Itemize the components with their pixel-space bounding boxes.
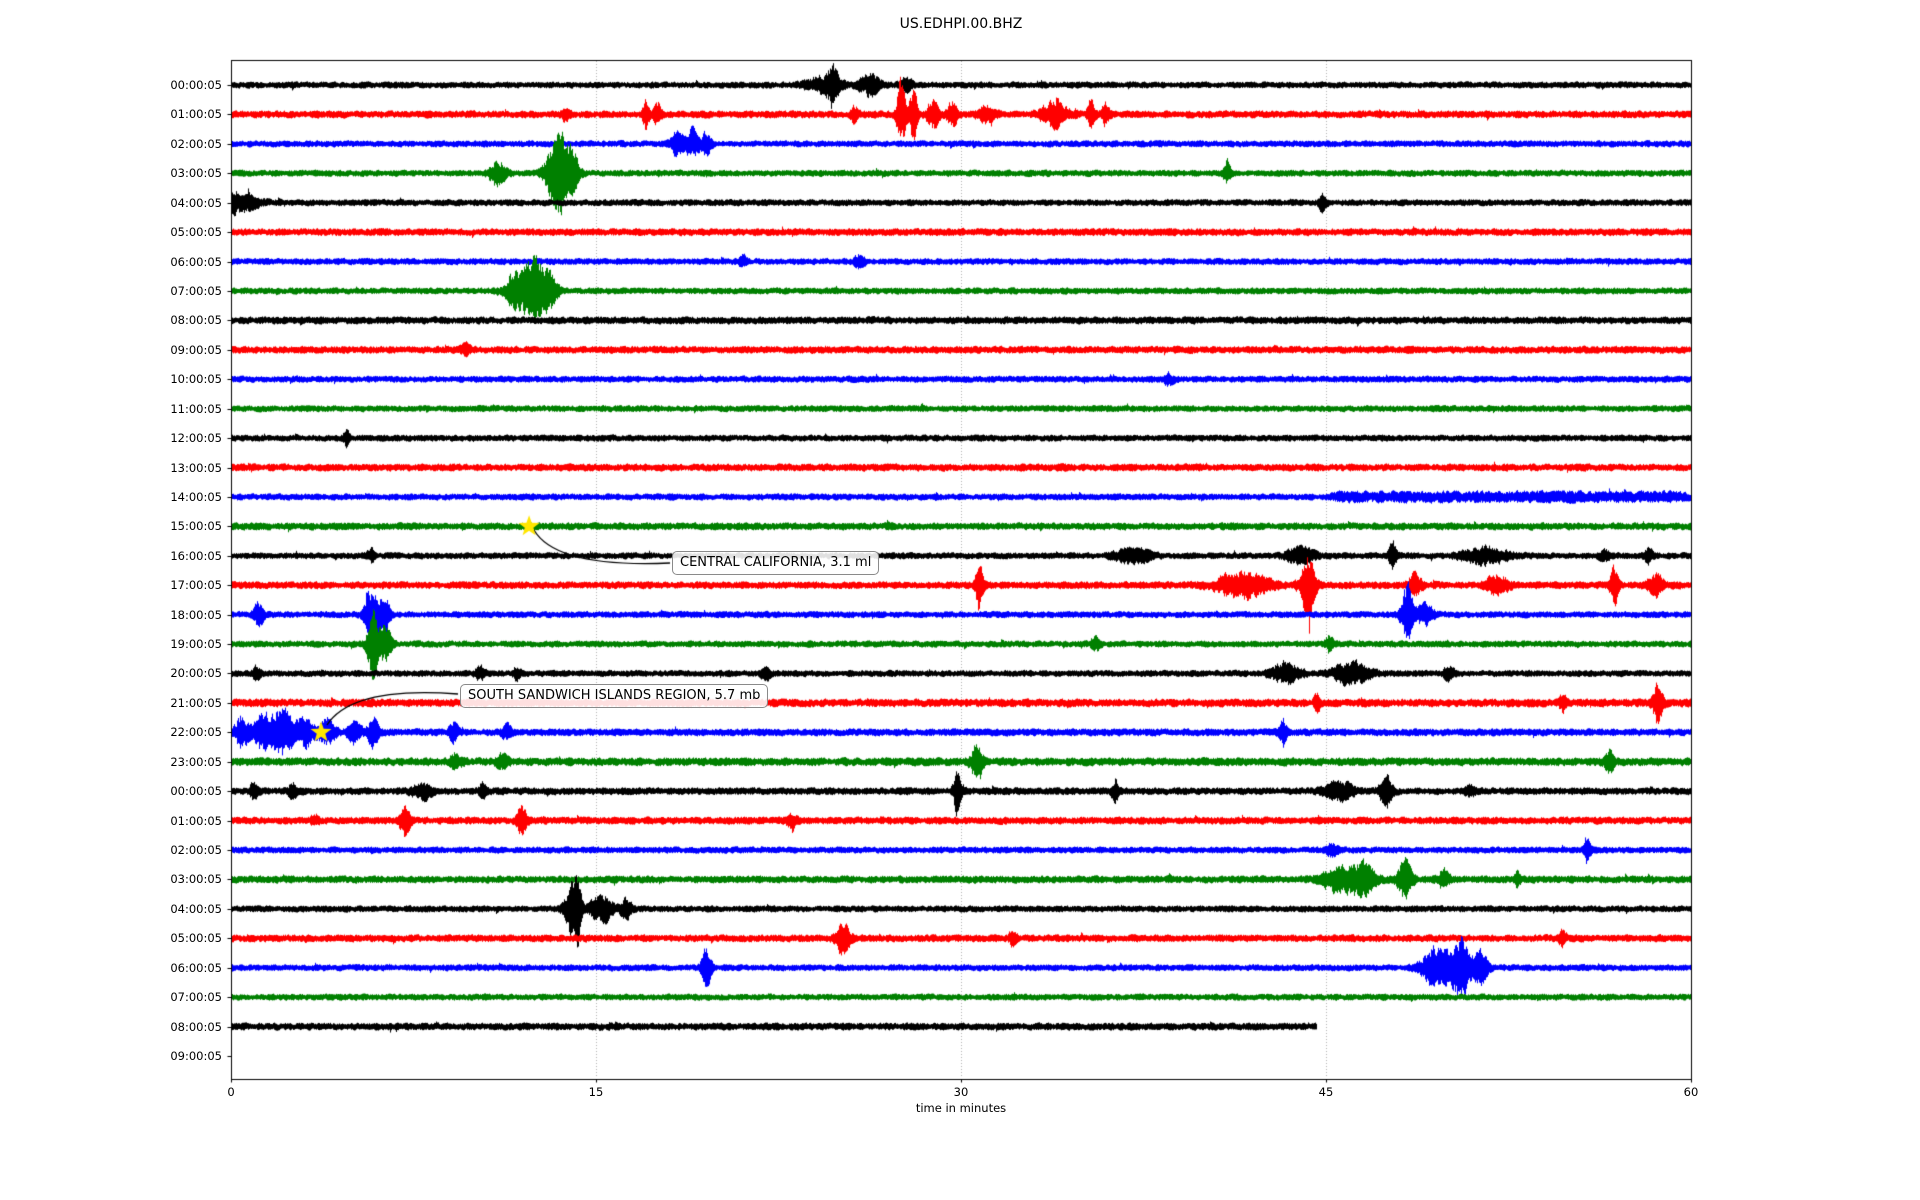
y-tick-label: 11:00:05 xyxy=(170,401,222,416)
y-tick-label: 21:00:05 xyxy=(170,695,222,710)
y-tick-label: 00:00:05 xyxy=(170,784,222,799)
y-tick-label: 17:00:05 xyxy=(170,578,222,593)
y-tick-label: 04:00:05 xyxy=(170,195,222,210)
annotation-south-sandwich: SOUTH SANDWICH ISLANDS REGION, 5.7 mb xyxy=(460,684,769,708)
y-tick-label: 06:00:05 xyxy=(170,254,222,269)
y-tick-label: 13:00:05 xyxy=(170,460,222,475)
y-tick-label: 08:00:05 xyxy=(170,313,222,328)
x-tick-label: 45 xyxy=(1318,1085,1334,1099)
y-tick-label: 05:00:05 xyxy=(170,931,222,946)
y-tick-label: 20:00:05 xyxy=(170,666,222,681)
y-tick-label: 02:00:05 xyxy=(170,843,222,858)
x-tick-label: 0 xyxy=(227,1085,235,1099)
y-tick-label: 00:00:05 xyxy=(170,78,222,92)
y-tick-label: 16:00:05 xyxy=(170,548,222,563)
y-tick-label: 12:00:05 xyxy=(170,431,222,446)
y-tick-label: 09:00:05 xyxy=(170,342,222,357)
y-tick-label: 23:00:05 xyxy=(170,754,222,769)
y-tick-label: 10:00:05 xyxy=(170,372,222,387)
y-tick-label: 07:00:05 xyxy=(170,990,222,1005)
y-tick-label: 22:00:05 xyxy=(170,725,222,740)
y-tick-label: 03:00:05 xyxy=(170,872,222,887)
y-tick-label: 04:00:05 xyxy=(170,901,222,916)
y-tick-label: 02:00:05 xyxy=(170,136,222,151)
y-tick-label: 18:00:05 xyxy=(170,607,222,622)
y-tick-label: 15:00:05 xyxy=(170,519,222,534)
y-tick-label: 07:00:05 xyxy=(170,283,222,298)
y-tick-label: 14:00:05 xyxy=(170,489,222,504)
y-tick-label: 06:00:05 xyxy=(170,960,222,975)
y-tick-label: 05:00:05 xyxy=(170,225,222,240)
y-tick-label: 19:00:05 xyxy=(170,637,222,652)
y-tick-label: 09:00:05 xyxy=(170,1048,222,1063)
y-tick-label: 01:00:05 xyxy=(170,813,222,828)
y-tick-label: 08:00:05 xyxy=(170,1019,222,1034)
y-tick-label: 01:00:05 xyxy=(170,107,222,122)
x-tick-label: 15 xyxy=(588,1085,604,1099)
figure-title: US.EDHPI.00.BHZ xyxy=(899,16,1023,32)
y-tick-label: 03:00:05 xyxy=(170,166,222,181)
x-axis-label: time in minutes xyxy=(915,1101,1007,1115)
x-tick-label: 60 xyxy=(1683,1085,1699,1099)
annotation-central-california: CENTRAL CALIFORNIA, 3.1 ml xyxy=(672,551,880,575)
x-tick-label: 30 xyxy=(953,1085,969,1099)
